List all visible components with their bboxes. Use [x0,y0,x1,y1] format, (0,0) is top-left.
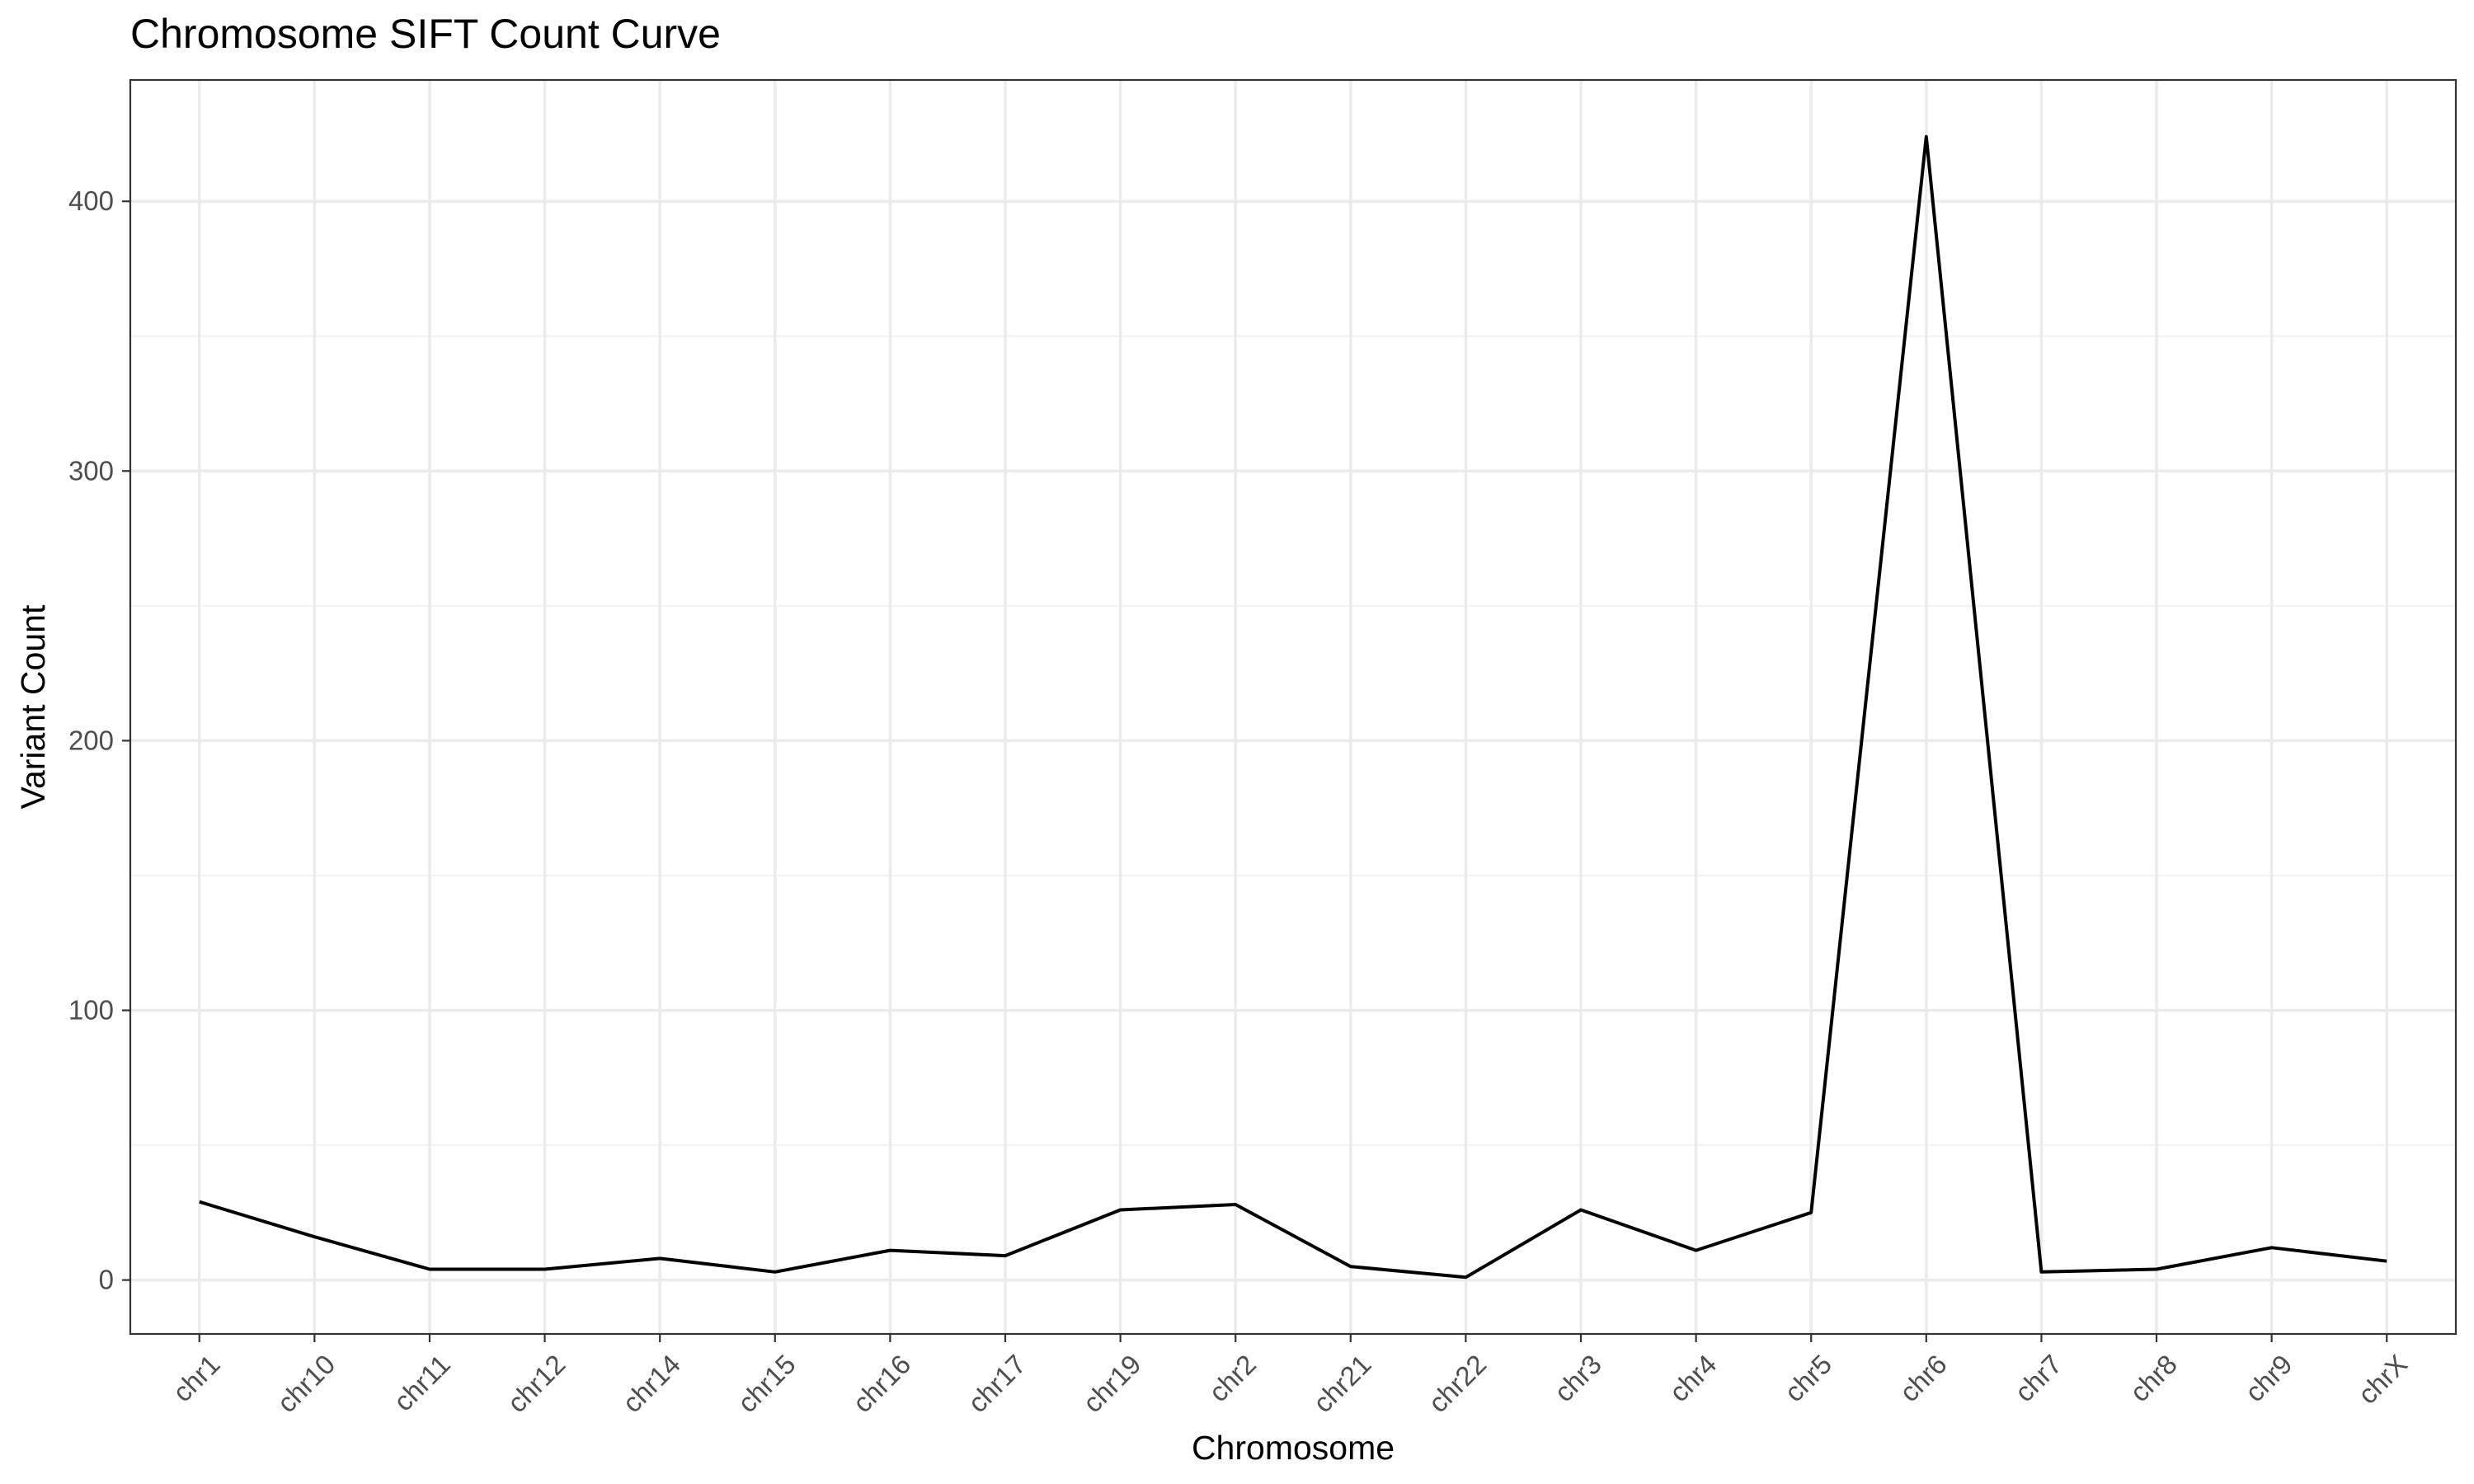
chart-title: Chromosome SIFT Count Curve [130,11,721,57]
y-tick-label: 400 [68,186,114,216]
grid [130,80,2456,1334]
y-tick-label: 300 [68,455,114,486]
y-axis: 0 100 200 300 400 [68,186,130,1295]
y-axis-title: Variant Count [14,604,52,809]
series-layer [199,134,2387,1280]
y-tick-label: 200 [68,725,114,755]
x-axis-title: Chromosome [1192,1429,1395,1467]
panel-border [129,78,2458,1336]
plot-panel [129,78,2458,1336]
series-line [199,134,2387,1280]
y-tick-label: 0 [99,1265,114,1295]
y-tick-label: 100 [68,994,114,1025]
